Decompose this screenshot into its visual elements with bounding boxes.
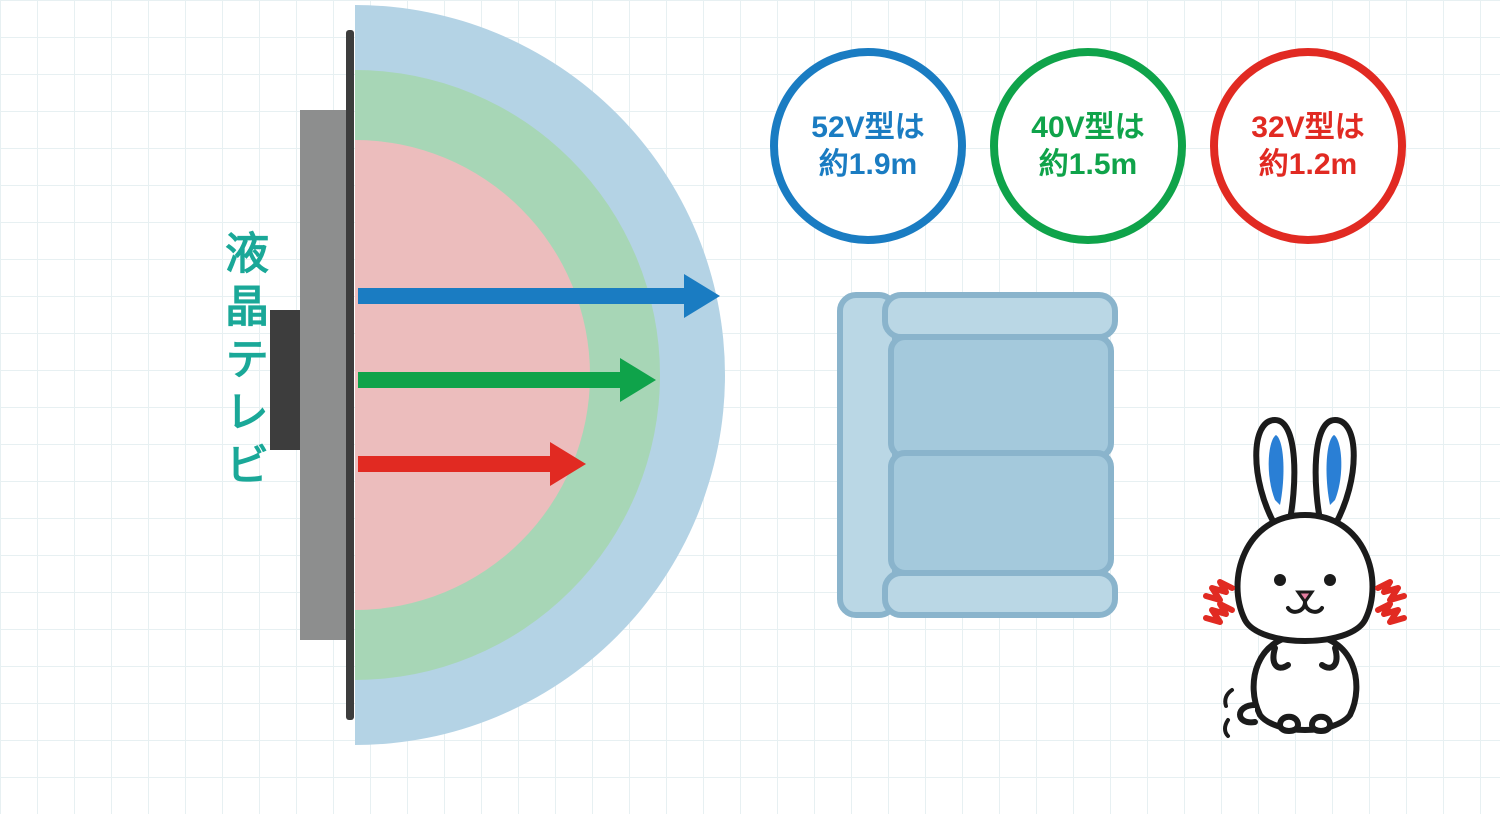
tv-label: 液晶テレビ	[210, 230, 274, 494]
badge-40v-line1: 40V型は	[1031, 109, 1144, 147]
badge-52v: 52V型は 約1.9m	[770, 48, 966, 244]
badge-32v: 32V型は 約1.2m	[1210, 48, 1406, 244]
badge-40v-line2: 約1.5m	[1039, 146, 1137, 184]
badge-32v-line1: 32V型は	[1251, 109, 1364, 147]
badge-52v-line1: 52V型は	[811, 109, 924, 147]
rabbit-mascot-icon	[1180, 410, 1430, 740]
badge-52v-line2: 約1.9m	[819, 146, 917, 184]
badge-40v: 40V型は 約1.5m	[990, 48, 1186, 244]
sofa-icon	[830, 285, 1125, 625]
badge-32v-line2: 約1.2m	[1259, 146, 1357, 184]
